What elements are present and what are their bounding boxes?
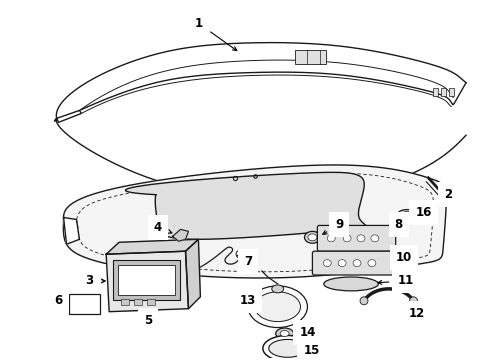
Circle shape: [359, 297, 367, 305]
Ellipse shape: [326, 235, 334, 242]
Polygon shape: [57, 111, 81, 122]
Bar: [134, 299, 142, 305]
Bar: [432, 87, 437, 95]
FancyBboxPatch shape: [118, 265, 175, 295]
Bar: [146, 299, 155, 305]
FancyBboxPatch shape: [113, 260, 179, 300]
Text: 6: 6: [54, 294, 69, 307]
FancyBboxPatch shape: [312, 251, 397, 275]
Bar: [121, 299, 129, 305]
Bar: [402, 254, 407, 261]
Ellipse shape: [307, 234, 316, 241]
Text: 16: 16: [414, 206, 431, 219]
Ellipse shape: [275, 328, 293, 339]
Ellipse shape: [401, 212, 411, 217]
Ellipse shape: [352, 260, 360, 266]
Polygon shape: [185, 239, 200, 309]
Ellipse shape: [280, 330, 288, 337]
Polygon shape: [125, 172, 365, 239]
Ellipse shape: [304, 231, 320, 243]
Text: 5: 5: [143, 313, 152, 327]
FancyBboxPatch shape: [68, 294, 100, 314]
Ellipse shape: [271, 285, 283, 293]
Text: 8: 8: [394, 218, 402, 231]
Ellipse shape: [356, 235, 364, 242]
Ellipse shape: [254, 292, 300, 321]
Text: 10: 10: [395, 251, 411, 264]
Ellipse shape: [370, 235, 378, 242]
Ellipse shape: [323, 260, 330, 266]
Ellipse shape: [338, 260, 346, 266]
Text: 15: 15: [303, 344, 319, 357]
Text: 9: 9: [322, 218, 343, 234]
Bar: [448, 87, 453, 95]
Bar: [440, 87, 446, 95]
FancyBboxPatch shape: [317, 225, 395, 251]
Text: 4: 4: [153, 221, 171, 234]
Circle shape: [236, 250, 244, 258]
Ellipse shape: [263, 336, 312, 360]
Polygon shape: [172, 229, 188, 241]
Text: 2: 2: [441, 188, 451, 201]
Text: 1: 1: [194, 17, 236, 51]
Text: 14: 14: [297, 326, 315, 339]
Text: 7: 7: [237, 255, 251, 267]
Text: 12: 12: [407, 307, 424, 320]
Polygon shape: [63, 217, 79, 244]
Polygon shape: [106, 251, 188, 312]
Polygon shape: [106, 239, 198, 254]
FancyBboxPatch shape: [294, 50, 325, 64]
Ellipse shape: [268, 339, 306, 357]
Ellipse shape: [343, 235, 350, 242]
Polygon shape: [63, 165, 446, 278]
Text: 11: 11: [377, 274, 413, 287]
Bar: [395, 254, 400, 261]
Circle shape: [408, 297, 417, 305]
Text: 13: 13: [239, 294, 257, 307]
Bar: [388, 254, 393, 261]
Ellipse shape: [367, 260, 375, 266]
Ellipse shape: [323, 277, 378, 291]
Ellipse shape: [247, 286, 307, 328]
Ellipse shape: [397, 210, 415, 220]
Text: 3: 3: [85, 274, 105, 287]
